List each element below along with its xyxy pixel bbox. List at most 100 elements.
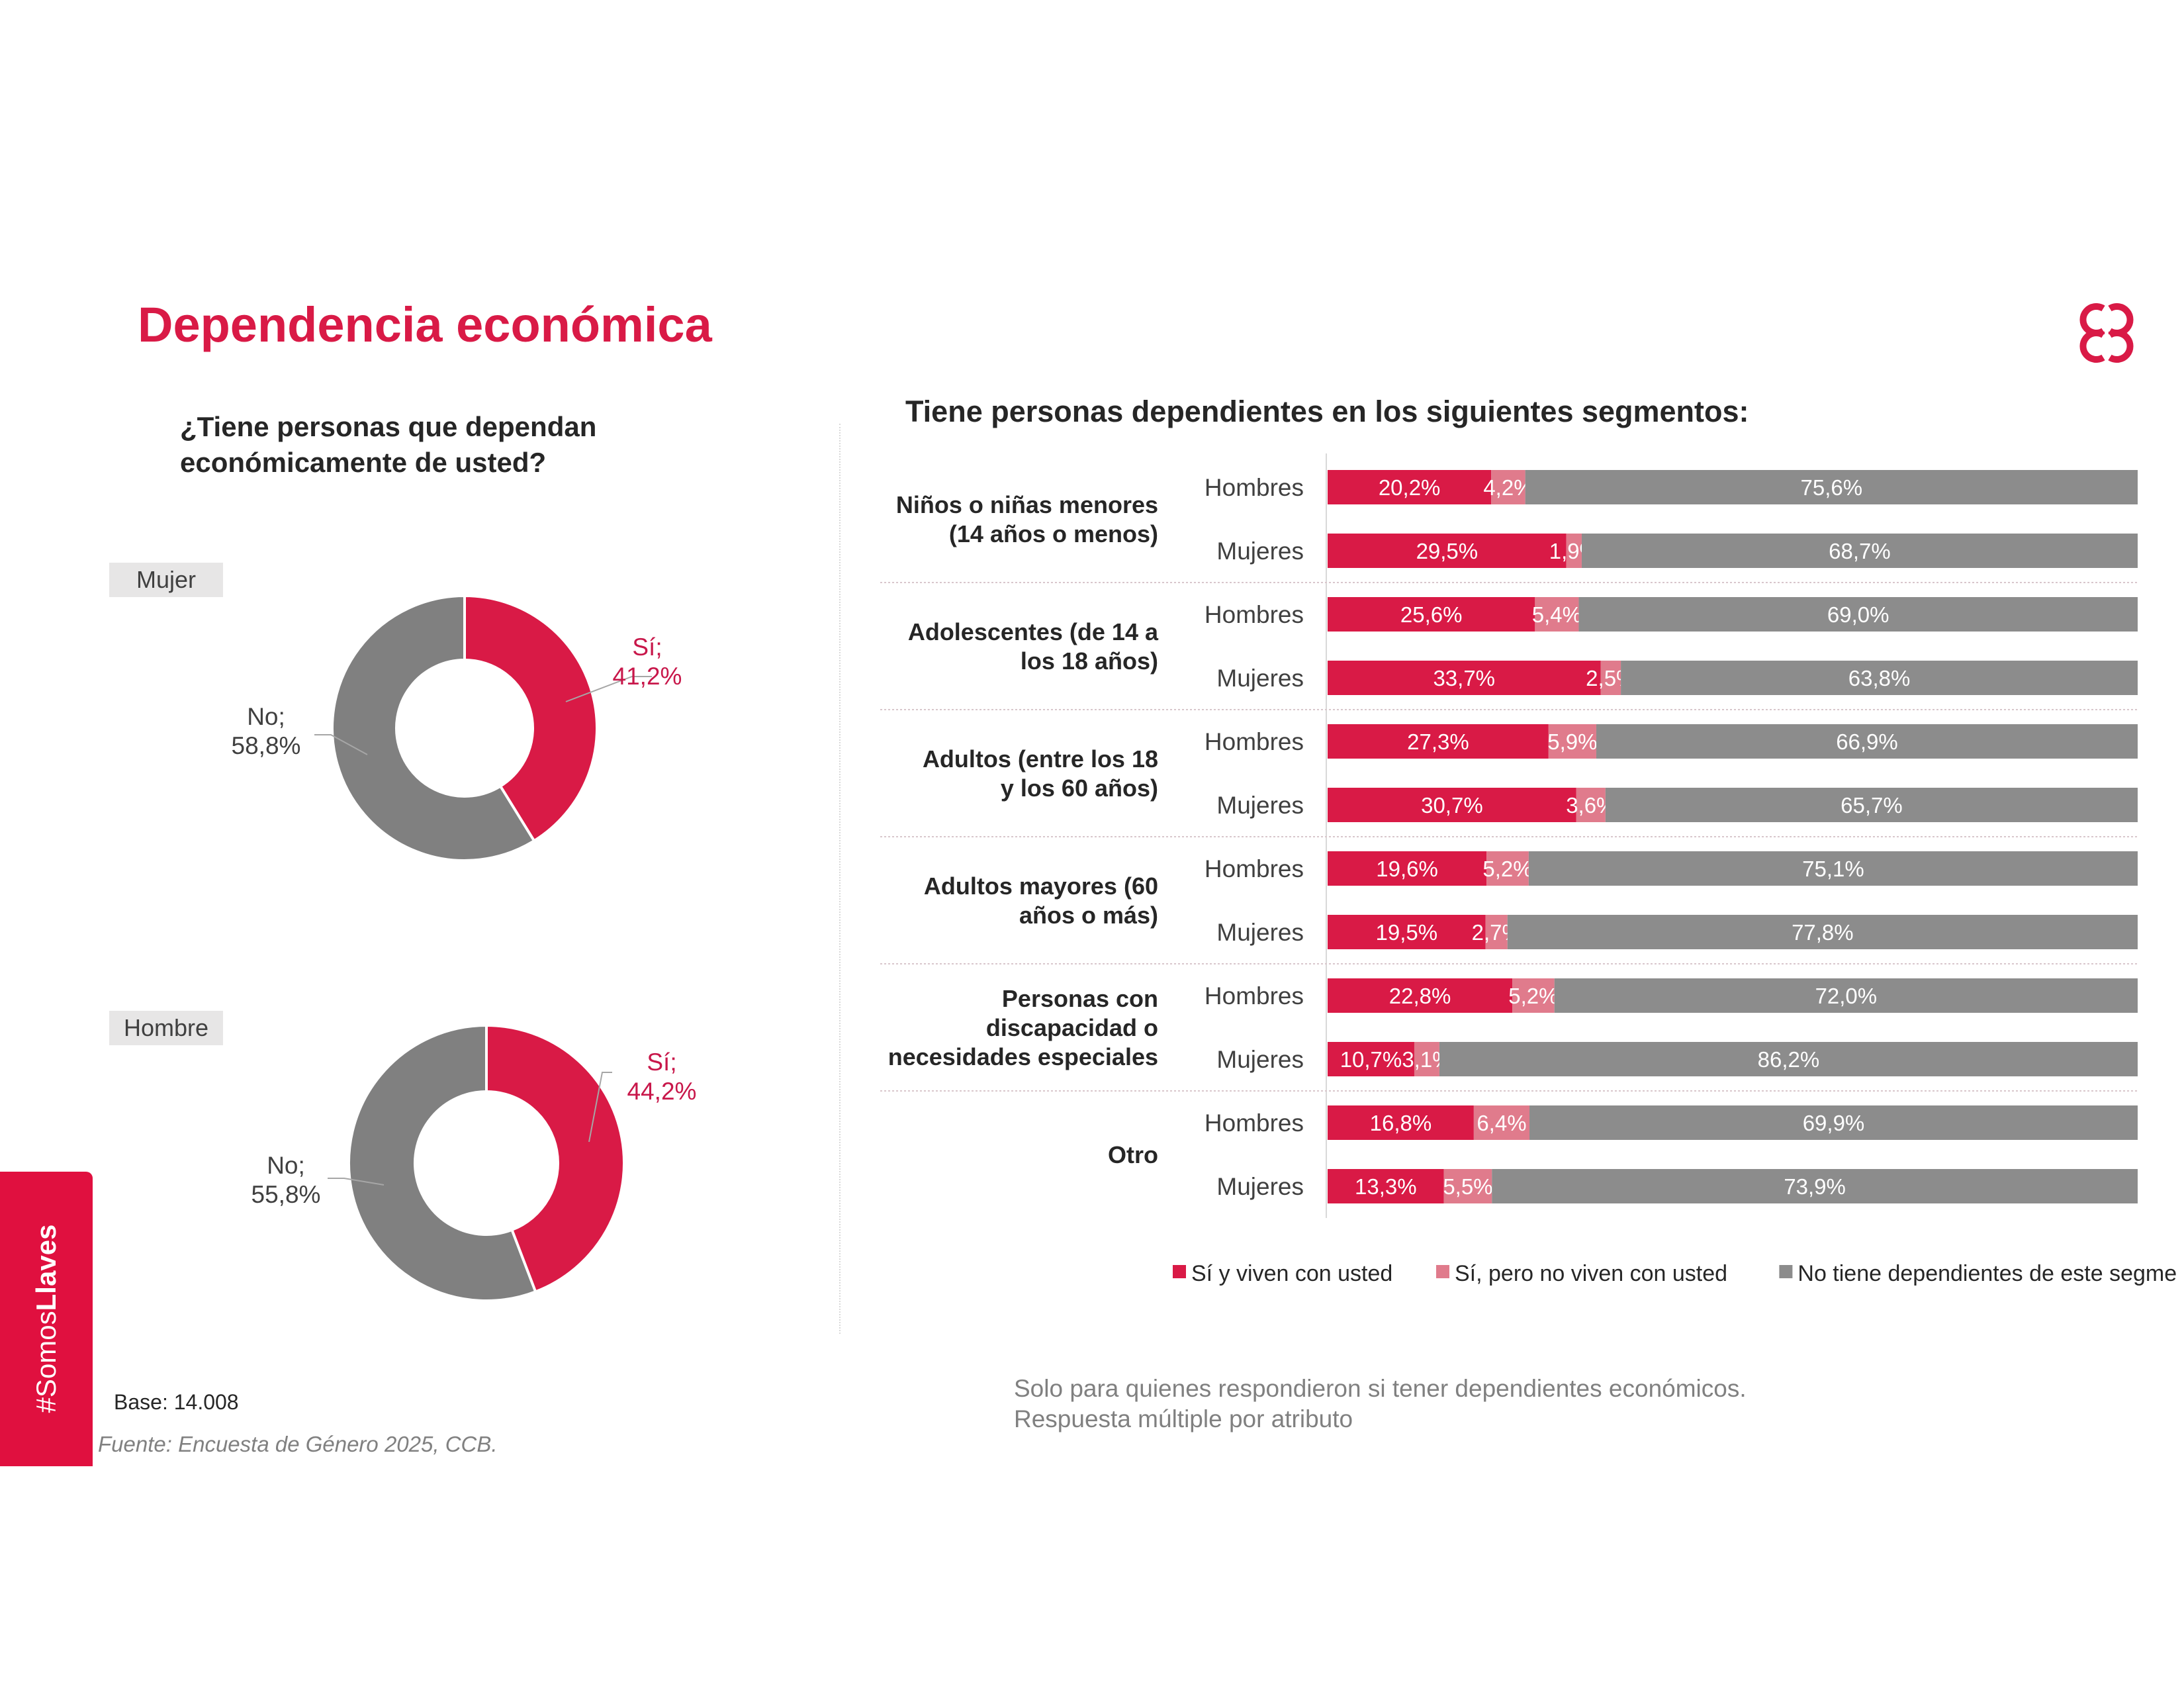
bar-segment — [1328, 661, 1601, 695]
row-label-mujeres: Mujeres — [1216, 665, 1304, 692]
bar-segment — [1596, 724, 2138, 759]
donut-label-no: No; 55,8% — [251, 1152, 321, 1208]
legend-swatch — [1779, 1265, 1793, 1278]
bar-segment — [1492, 1169, 2138, 1203]
donut-label-no: No; 58,8% — [232, 703, 301, 759]
donut-slice-no-hombre — [347, 1023, 537, 1302]
bar-segment — [1439, 1042, 2138, 1076]
data-label: 13,3% — [1355, 1174, 1417, 1199]
bar-segment — [1443, 1169, 1492, 1203]
panel-label-mujer: Mujer — [109, 563, 223, 597]
bar-segment — [1535, 597, 1579, 632]
group-label: Adolescentes (de 14 a los 18 años) — [908, 618, 1159, 675]
data-label: 4,2% — [1483, 475, 1533, 500]
footnote-line-2: Respuesta múltiple por atributo — [1014, 1405, 1353, 1432]
data-label: 25,6% — [1400, 602, 1463, 627]
row-label-mujeres: Mujeres — [1216, 919, 1304, 946]
row-label-hombres: Hombres — [1205, 855, 1304, 882]
data-label: 72,0% — [1815, 984, 1878, 1008]
group-label: Otro — [1108, 1141, 1158, 1168]
data-label: 69,0% — [1827, 602, 1889, 627]
legend-label: Sí, pero no viven con usted — [1455, 1261, 1727, 1286]
legend-swatch — [1173, 1265, 1186, 1278]
bar-segment — [1554, 978, 2138, 1013]
panel-label-hombre: Hombre — [109, 1011, 223, 1045]
bar-segment — [1328, 851, 1487, 886]
data-label: 68,7% — [1829, 539, 1891, 563]
bar-segment — [1576, 788, 1606, 822]
data-label: 20,2% — [1379, 475, 1441, 500]
bar-segment — [1548, 724, 1596, 759]
leader-line-si — [588, 1072, 612, 1143]
data-label: 16,8% — [1370, 1111, 1432, 1135]
row-label-hombres: Hombres — [1205, 1109, 1304, 1137]
leader-line-no — [314, 734, 368, 755]
row-label-hombres: Hombres — [1205, 982, 1304, 1009]
group-label: Personas con discapacidad o necesidades es… — [888, 985, 1158, 1070]
bar-segment — [1507, 915, 2138, 949]
row-label-hombres: Hombres — [1205, 474, 1304, 501]
data-label: 86,2% — [1758, 1047, 1820, 1072]
bar-segment — [1525, 470, 2138, 504]
bar-segment — [1491, 470, 1525, 504]
donut-question: ¿Tiene personas que dependan económicame… — [180, 411, 597, 478]
bar-segment — [1578, 597, 2138, 632]
row-label-mujeres: Mujeres — [1216, 792, 1304, 819]
data-label: 75,1% — [1802, 857, 1864, 881]
data-label: 19,6% — [1376, 857, 1438, 881]
page-title: Dependencia económica — [138, 297, 712, 352]
donut-slice-si-hombre — [485, 1023, 625, 1293]
data-label: 65,7% — [1841, 793, 1903, 818]
data-label: 33,7% — [1433, 666, 1495, 690]
bar-segment — [1600, 661, 1621, 695]
data-label: 29,5% — [1416, 539, 1479, 563]
group-label: Adultos (entre los 18 y los 60 años) — [923, 745, 1158, 802]
data-label: 73,9% — [1784, 1174, 1846, 1199]
donut-slice-si-mujer — [463, 594, 598, 843]
bar-segment — [1328, 1105, 1474, 1140]
bar-segment — [1328, 788, 1576, 822]
data-label: 6,4% — [1477, 1111, 1526, 1135]
stacked-bar-chart: Niños o niñas menores (14 años o menos) Ho… — [880, 453, 2177, 1286]
data-label: 5,2% — [1508, 984, 1558, 1008]
data-label: 75,6% — [1801, 475, 1863, 500]
legend-label: Sí y viven con usted — [1191, 1261, 1392, 1286]
bar-segment — [1328, 534, 1567, 568]
data-label: 19,5% — [1376, 920, 1438, 945]
bar-segment — [1328, 915, 1486, 949]
data-label: 5,5% — [1443, 1174, 1492, 1199]
bar-segment — [1528, 851, 2138, 886]
footnote-line-1: Solo para quienes respondieron si tener … — [1014, 1375, 1747, 1402]
bar-segment — [1486, 851, 1529, 886]
ccb-logo-icon — [2079, 303, 2134, 363]
data-label: 5,2% — [1482, 857, 1532, 881]
data-label: 5,9% — [1547, 729, 1597, 754]
leader-line-si — [565, 676, 652, 702]
bar-segment — [1328, 724, 1549, 759]
donut-charts: Sí; 41,2% No; 58,8% Sí; 44,2% No; 55,8% — [232, 594, 697, 1302]
bar-segment — [1328, 1042, 1414, 1076]
legend-swatch — [1436, 1265, 1449, 1278]
data-label: 5,4% — [1532, 602, 1582, 627]
bar-segment — [1328, 1169, 1444, 1203]
row-label-mujeres: Mujeres — [1216, 538, 1304, 565]
row-label-mujeres: Mujeres — [1216, 1046, 1304, 1073]
donut-label-si: Sí; 41,2% — [613, 633, 682, 690]
bar-segment — [1328, 470, 1492, 504]
bar-segment — [1529, 1105, 2138, 1140]
row-label-hombres: Hombres — [1205, 728, 1304, 755]
hashtag-sidebar: #SomosLlaves — [0, 1172, 93, 1466]
data-label: 69,9% — [1803, 1111, 1865, 1135]
bar-segment — [1328, 597, 1535, 632]
data-label: 66,9% — [1836, 729, 1898, 754]
bar-segment — [1328, 978, 1513, 1013]
data-label: 22,8% — [1389, 984, 1451, 1008]
data-label: 27,3% — [1407, 729, 1469, 754]
bar-segment — [1485, 915, 1508, 949]
bar-segment — [1414, 1042, 1439, 1076]
donut-label-si: Sí; 44,2% — [627, 1049, 697, 1105]
bar-segment — [1512, 978, 1555, 1013]
bar-segment — [1605, 788, 2138, 822]
row-label-mujeres: Mujeres — [1216, 1173, 1304, 1200]
data-label: 30,7% — [1421, 793, 1483, 818]
